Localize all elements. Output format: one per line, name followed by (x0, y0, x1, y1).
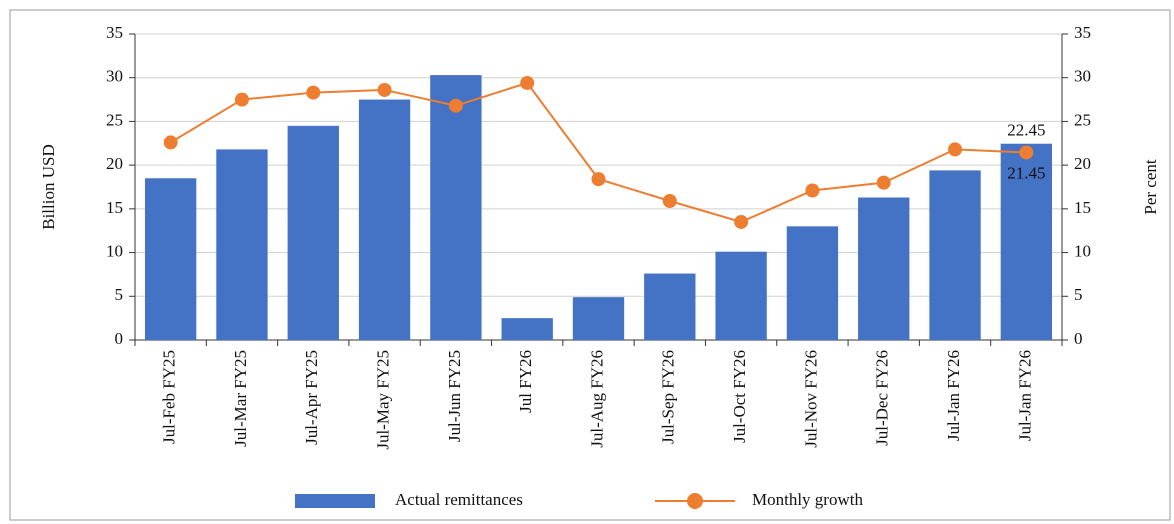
y-tick-label: 5 (115, 285, 124, 304)
line-marker (734, 214, 749, 229)
legend-swatch (295, 494, 375, 508)
bar (430, 75, 482, 340)
frame (9, 9, 1171, 521)
line-marker (234, 92, 249, 107)
y-axis-title: Billion USD (39, 144, 58, 230)
data-label: 22.45 (1007, 121, 1045, 140)
line-marker (662, 193, 677, 208)
line-marker (876, 175, 891, 190)
y-tick-label: 15 (106, 198, 123, 217)
x-tick-label: Jul-Feb FY25 (160, 350, 179, 444)
y2-tick-label: 25 (1074, 110, 1091, 129)
y2-tick-label: 0 (1074, 329, 1083, 348)
x-tick-label: Jul-Jan FY26 (944, 350, 963, 441)
line-marker (520, 75, 535, 90)
x-tick-label: Jul-Jun FY25 (445, 350, 464, 442)
y2-tick-label: 35 (1074, 23, 1091, 42)
bar (644, 273, 696, 340)
legend-label: Monthly growth (752, 490, 863, 509)
y-tick-label: 20 (106, 154, 123, 173)
line-marker (948, 142, 963, 157)
line-marker (591, 172, 606, 187)
x-tick-label: Jul-Sep FY26 (659, 350, 678, 444)
x-tick-label: Jul-Aug FY26 (587, 350, 606, 448)
y2-axis-title: Per cent (1141, 159, 1160, 215)
x-tick-label: Jul-Nov FY26 (801, 350, 820, 448)
bar (287, 125, 339, 340)
line-marker (377, 82, 392, 97)
y2-tick-label: 15 (1074, 198, 1091, 217)
bar (1000, 143, 1053, 340)
bar (216, 149, 268, 340)
bar (929, 170, 981, 340)
y-tick-label: 30 (106, 67, 123, 86)
x-tick-label: Jul-Apr FY25 (302, 350, 321, 445)
y-tick-label: 10 (106, 241, 123, 260)
x-tick-label: Jul FY26 (516, 350, 535, 413)
legend-label: Actual remittances (395, 490, 523, 509)
y-tick-label: 0 (115, 329, 124, 348)
bar (501, 318, 553, 340)
y-tick-label: 25 (106, 110, 123, 129)
bar (715, 251, 767, 340)
x-tick-label: Jul-Dec FY26 (873, 350, 892, 446)
y-tick-label: 35 (106, 23, 123, 42)
line-marker (448, 98, 463, 113)
line-marker (306, 85, 321, 100)
y2-tick-label: 30 (1074, 67, 1091, 86)
y2-tick-label: 5 (1074, 285, 1083, 304)
y2-tick-label: 10 (1074, 241, 1091, 260)
x-tick-label: Jul-Jan FY26 (1015, 350, 1034, 441)
bar (358, 99, 411, 340)
x-tick-label: Jul-May FY25 (373, 350, 392, 450)
x-tick-label: Jul-Mar FY25 (231, 350, 250, 447)
line-marker (163, 135, 178, 150)
line-marker (1019, 145, 1034, 160)
data-label: 21.45 (1007, 163, 1045, 182)
bar (572, 297, 625, 340)
bar (144, 178, 197, 340)
bar (858, 197, 910, 340)
legend-swatch (687, 493, 703, 509)
y2-tick-label: 20 (1074, 154, 1091, 173)
x-tick-label: Jul-Oct FY26 (730, 350, 749, 443)
line-marker (805, 183, 820, 198)
bar (786, 226, 839, 340)
